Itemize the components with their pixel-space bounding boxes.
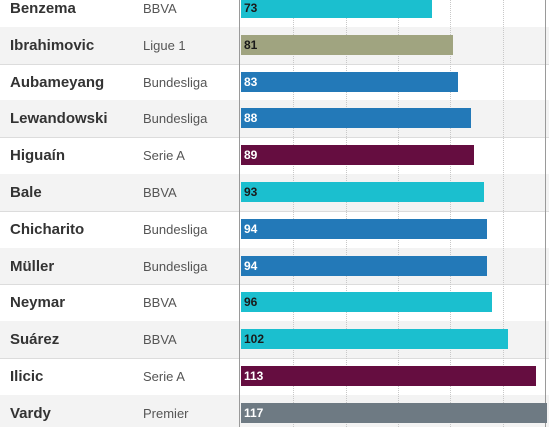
gridline — [293, 0, 295, 427]
league-label: Bundesliga — [143, 258, 208, 274]
league-label: BBVA — [143, 1, 177, 16]
gridline — [397, 0, 399, 427]
league-label: Serie A — [143, 148, 185, 164]
chart-right-border — [545, 0, 546, 427]
player-name-muller: Müller — [10, 257, 55, 275]
player-name-aubameyang: Aubameyang — [10, 73, 105, 91]
bar-chicharito: 94 — [241, 218, 487, 239]
player-name-ilicic: Ilicic — [10, 368, 44, 385]
table-row: Ilicic Serie A — [0, 358, 549, 395]
bar-ilicic: 113 — [241, 366, 537, 386]
bar-value-label: 73 — [244, 1, 258, 15]
table-row: Benzema BBVA — [0, 0, 549, 27]
bar-suarez: 102 — [241, 329, 508, 350]
league-label: BBVA — [143, 332, 177, 348]
table-row: Chicharito Bundesliga — [0, 211, 549, 248]
bar-neymar: 96 — [241, 292, 493, 313]
bar-value-label: 83 — [244, 74, 258, 89]
bar-value-label: 93 — [244, 185, 258, 199]
bar-higuain: 89 — [241, 145, 474, 166]
value-axis-baseline — [239, 0, 240, 427]
bar-vardy: 117 — [241, 402, 547, 423]
player-name-chicharito: Chicharito — [10, 220, 85, 238]
bar-value-label: 94 — [244, 258, 258, 273]
table-row: Neymar BBVA — [0, 284, 549, 321]
player-name-neymar: Neymar — [10, 294, 66, 312]
bar-aubameyang: 83 — [241, 71, 459, 92]
row-divider — [0, 358, 549, 359]
league-label: Bundesliga — [143, 111, 208, 127]
row-divider — [0, 137, 549, 139]
row-divider — [0, 284, 549, 286]
bar-value-label: 94 — [244, 221, 258, 236]
league-label: Ligue 1 — [143, 37, 186, 53]
league-label: Bundesliga — [143, 221, 208, 237]
table-row: Higuaín Serie A — [0, 137, 549, 174]
row-divider — [0, 210, 549, 212]
player-name-ibrahimovic: Ibrahimovic — [10, 36, 95, 54]
gridline — [345, 0, 347, 427]
player-name-higuain: Higuaín — [10, 147, 65, 165]
bar-value-label: 102 — [244, 332, 265, 347]
table-row: Aubameyang Bundesliga — [0, 64, 549, 101]
bar-ibrahimovic: 81 — [241, 34, 453, 55]
bar-lewandowski: 88 — [241, 108, 472, 129]
bar-value-label: 89 — [244, 148, 258, 163]
bar-benzema: 73 — [241, 0, 432, 18]
league-label: BBVA — [143, 185, 177, 200]
player-name-benzema: Benzema — [10, 0, 76, 17]
player-name-vardy: Vardy — [10, 404, 51, 422]
bar-value-label: 117 — [244, 405, 264, 420]
player-name-suarez: Suárez — [10, 331, 60, 349]
bar-value-label: 113 — [244, 369, 264, 383]
player-name-bale: Bale — [10, 184, 42, 201]
league-label: Serie A — [143, 369, 185, 384]
league-label: BBVA — [143, 295, 177, 311]
player-name-lewandowski: Lewandowski — [10, 110, 108, 128]
league-label: Premier — [143, 405, 189, 421]
league-label: Bundesliga — [143, 74, 208, 90]
bar-value-label: 96 — [244, 295, 258, 310]
gridline — [502, 0, 504, 427]
gridline — [450, 0, 452, 427]
bar-value-label: 88 — [244, 111, 258, 126]
row-divider — [0, 63, 549, 65]
bar-muller: 94 — [241, 255, 487, 276]
bar-bale: 93 — [241, 182, 485, 202]
bar-value-label: 81 — [244, 37, 258, 52]
